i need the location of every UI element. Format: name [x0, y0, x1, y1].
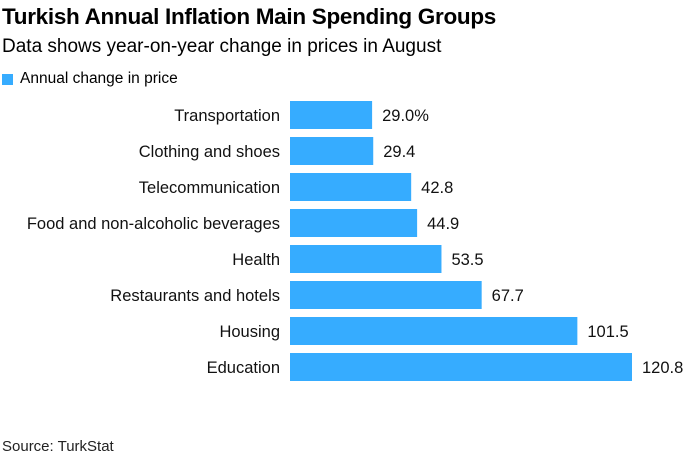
chart-title: Turkish Annual Inflation Main Spending G… [2, 4, 496, 29]
source-note: Source: TurkStat [2, 438, 114, 455]
category-label: Health [232, 251, 280, 269]
bar [290, 209, 418, 237]
bar [290, 317, 578, 345]
bar [290, 101, 373, 129]
chart-subtitle: Data shows year-on-year change in prices… [2, 36, 442, 57]
value-label: 42.8 [421, 179, 453, 197]
category-label: Clothing and shoes [139, 143, 280, 161]
category-label: Transportation [174, 107, 280, 125]
value-label: 67.7 [492, 287, 524, 305]
category-label: Telecommunication [139, 179, 280, 197]
bar [290, 245, 442, 273]
bar [290, 173, 412, 201]
category-label: Housing [219, 323, 280, 341]
category-label: Education [207, 359, 280, 377]
legend-label: Annual change in price [20, 70, 178, 87]
bar [290, 353, 632, 381]
category-label: Restaurants and hotels [110, 287, 280, 305]
value-label: 101.5 [587, 323, 628, 341]
legend-swatch [2, 73, 13, 85]
value-label: 29.0% [382, 107, 429, 125]
bar [290, 281, 482, 309]
legend: Annual change in price [2, 70, 178, 88]
bar [290, 137, 374, 165]
value-label: 120.8 [642, 359, 683, 377]
value-label: 29.4 [383, 143, 415, 161]
value-label: 53.5 [451, 251, 483, 269]
value-label: 44.9 [427, 215, 459, 233]
category-label: Food and non-alcoholic beverages [27, 215, 280, 233]
